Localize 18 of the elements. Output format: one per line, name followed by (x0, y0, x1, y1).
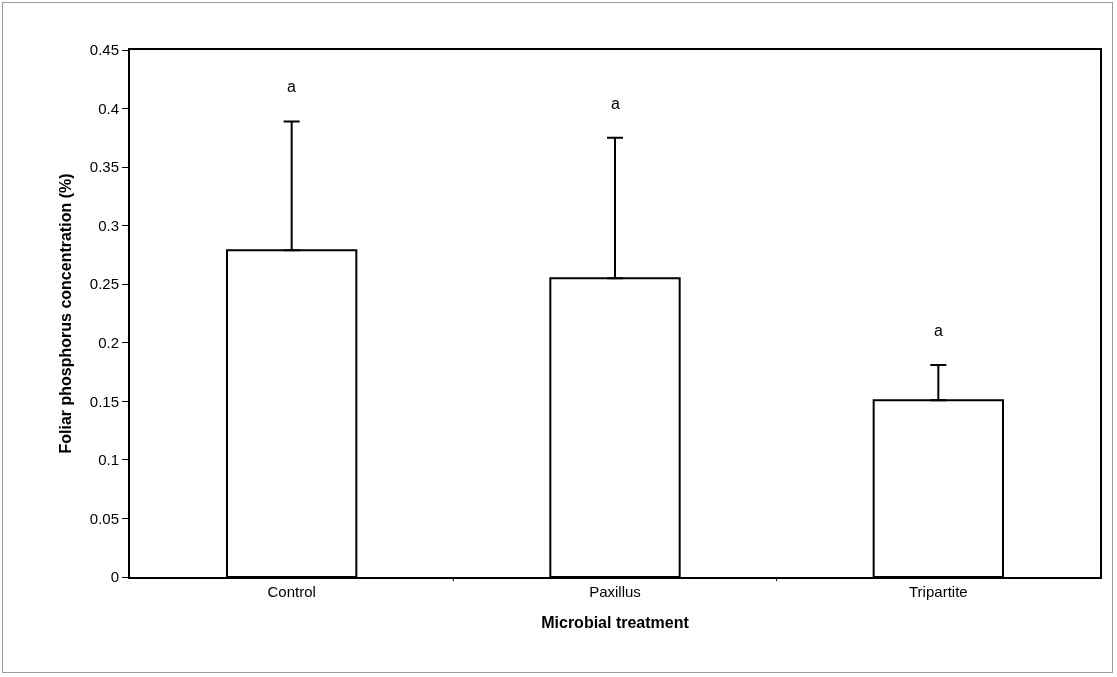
y-tick-label: 0.4 (98, 99, 119, 117)
annotation: a (611, 95, 620, 112)
annotation: a (934, 322, 943, 339)
y-tick-label: 0.45 (89, 41, 119, 59)
y-tick-label: 0.15 (89, 392, 119, 410)
y-tick-label: 0.25 (89, 275, 119, 293)
y-axis-title: Foliar phosphorus concentration (%) (57, 173, 75, 454)
y-tick-label: 0.05 (89, 509, 119, 527)
x-axis-title: Microbial treatment (541, 614, 690, 632)
x-tick-label: Control (267, 583, 316, 600)
y-tick-label: 0.35 (89, 158, 119, 176)
y-tick-label: 0 (110, 568, 119, 586)
y-tick-label: 0.2 (98, 334, 119, 352)
x-tick-label: Paxillus (589, 583, 641, 600)
y-tick-label: 0.3 (98, 216, 119, 234)
y-tick-label: 0.1 (98, 451, 119, 469)
annotation: a (287, 78, 296, 95)
x-tick-label: Tripartite (909, 583, 968, 600)
